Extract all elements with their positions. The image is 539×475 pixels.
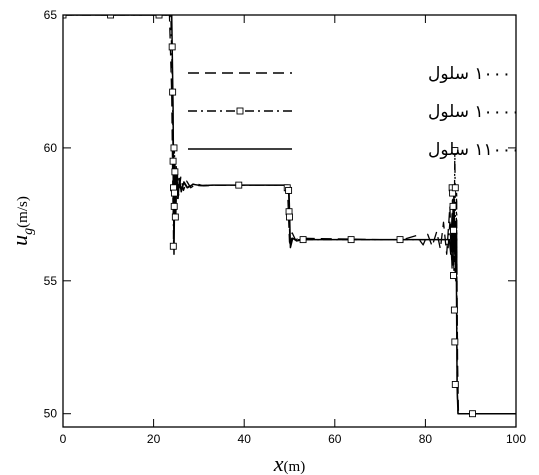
series-2-marker xyxy=(449,202,457,210)
series-2-marker xyxy=(171,168,179,176)
x-tick-label: 60 xyxy=(328,432,342,446)
series-2-marker xyxy=(451,184,459,192)
series-2-marker xyxy=(450,226,457,234)
x-axis-unit: (m) xyxy=(284,459,306,475)
series-2-marker xyxy=(286,213,293,221)
y-axis-variable: u xyxy=(7,235,32,246)
x-tick-label: 80 xyxy=(419,432,433,446)
x-tick-label: 100 xyxy=(506,432,526,446)
series-2-marker xyxy=(347,236,355,244)
series-2-marker xyxy=(451,381,459,388)
legend-marker xyxy=(236,107,244,115)
series-2-marker xyxy=(107,15,115,19)
svg-text:ug(m/s): ug(m/s) xyxy=(7,196,36,246)
x-tick-label: 40 xyxy=(238,432,252,446)
series-2-marker xyxy=(450,272,457,279)
series-2-marker xyxy=(169,88,177,96)
series-2-marker xyxy=(469,410,476,418)
axis-ticks: 0 20 40 60 80 100 50 55 60 65 xyxy=(44,8,527,446)
series-2-marker xyxy=(169,242,177,250)
y-axis-unit: (m/s) xyxy=(15,196,31,228)
series-2-marker xyxy=(450,306,458,314)
legend-label-1: ۱۰۰۰ سلول xyxy=(428,64,511,84)
series-2-marker xyxy=(63,15,67,19)
x-axis-label: x(m) xyxy=(273,451,305,475)
y-tick-label: 50 xyxy=(44,407,58,421)
series-2-marker xyxy=(451,338,459,346)
series-2-marker xyxy=(155,15,163,19)
y-tick-label: 55 xyxy=(44,274,58,288)
series-2-marker xyxy=(170,189,178,197)
legend: ۱۰۰۰ سلول ۱۰۰۰۰ سلول ۱۱۰۰۰ سلول xyxy=(188,64,520,160)
series-2-marker xyxy=(285,186,293,194)
series-2-marker xyxy=(451,147,459,155)
series-2-marker xyxy=(235,181,243,189)
series-2-marker xyxy=(170,202,178,210)
series-2-marker xyxy=(171,213,179,221)
x-tick-label: 0 xyxy=(60,432,67,446)
series-2-marker xyxy=(168,43,176,51)
x-axis-variable: x xyxy=(273,451,284,475)
plot-frame xyxy=(62,14,517,428)
series-2-marker xyxy=(299,236,307,244)
x-tick-label: 20 xyxy=(147,432,161,446)
y-tick-label: 65 xyxy=(44,8,58,22)
legend-label-2: ۱۰۰۰۰ سلول xyxy=(428,102,520,122)
y-tick-label: 60 xyxy=(44,141,58,155)
y-axis-label: ug(m/s) xyxy=(7,196,36,246)
legend-label-3: ۱۱۰۰۰ سلول xyxy=(428,140,520,160)
series-2-marker xyxy=(169,157,177,165)
series-2-marker xyxy=(170,144,178,152)
series-2-marker xyxy=(396,236,404,244)
plot-area xyxy=(63,15,516,418)
y-axis-subscript: g xyxy=(21,228,36,235)
